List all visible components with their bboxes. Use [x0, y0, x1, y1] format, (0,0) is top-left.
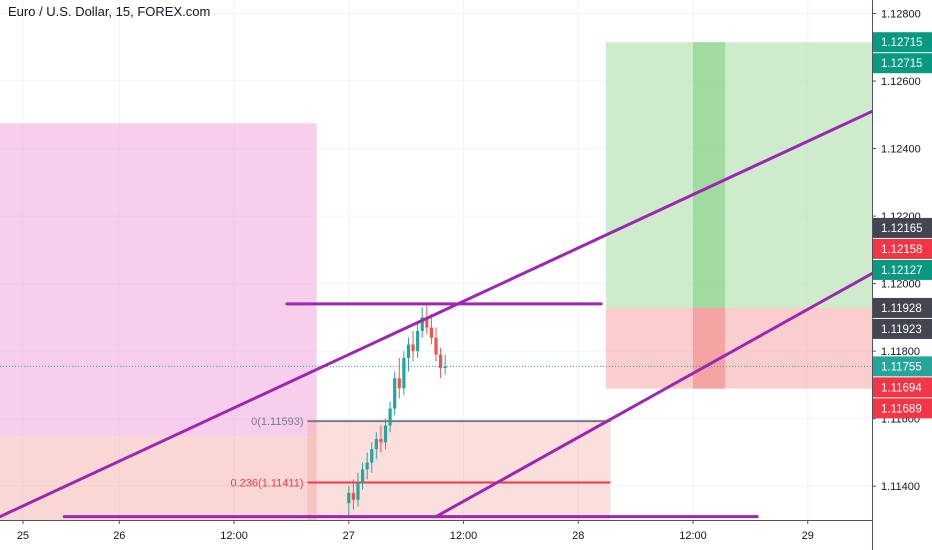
- fib-level-label: 0.236(1.11411): [231, 478, 304, 490]
- candle: [393, 378, 397, 409]
- candle: [365, 462, 369, 470]
- candle: [434, 337, 438, 355]
- candle: [383, 425, 388, 443]
- price-badge: [873, 356, 932, 377]
- price-badge-label: 1.11689: [881, 403, 922, 415]
- x-tick-label: 12:00: [220, 530, 248, 542]
- candle: [411, 344, 415, 352]
- candle: [370, 449, 374, 463]
- time-axis[interactable]: [0, 520, 872, 550]
- trend-lines: [0, 109, 874, 519]
- price-badge: [873, 297, 932, 318]
- price-badge: [873, 318, 932, 339]
- price-badge-label: 1.11755: [881, 361, 922, 373]
- candle: [356, 482, 360, 500]
- x-tick-label: 26: [113, 530, 125, 542]
- y-tick-label: 1.12800: [881, 9, 921, 21]
- price-badge: [873, 32, 932, 53]
- drawn-rectangle[interactable]: [605, 42, 872, 308]
- candle: [429, 327, 434, 338]
- x-tick-label: 12:00: [450, 530, 478, 542]
- price-badge-label: 1.11923: [881, 324, 922, 336]
- candles: [347, 303, 447, 517]
- trend-line[interactable]: [434, 272, 874, 519]
- chart-title: Euro / U.S. Dollar, 15, FOREX.com: [8, 4, 211, 19]
- price-badge-label: 1.11928: [881, 303, 922, 315]
- price-badge-label: 1.12158: [881, 244, 923, 256]
- candle: [379, 438, 383, 443]
- x-tick-label: 25: [17, 530, 29, 542]
- x-tick-label: 29: [802, 530, 814, 542]
- candle: [351, 492, 355, 500]
- price-badge-label: 1.12127: [881, 265, 923, 277]
- candle: [438, 354, 443, 369]
- candle: [420, 317, 424, 331]
- price-badge: [873, 217, 932, 238]
- price-badge: [873, 259, 932, 280]
- price-badge: [873, 238, 932, 259]
- price-badge-label: 1.12165: [881, 223, 923, 235]
- drawn-rectangle[interactable]: [0, 436, 317, 520]
- candle: [374, 438, 378, 450]
- price-badge-label: 1.12715: [881, 37, 923, 49]
- price-badge: [873, 53, 932, 74]
- x-tick-label: 27: [343, 530, 355, 542]
- price-badges: 1.12715 1.12715 1.12165 1.12158 1.12127 1.119…: [873, 32, 932, 419]
- candle: [416, 330, 420, 352]
- candle: [397, 378, 401, 389]
- x-tick-label: 28: [572, 530, 584, 542]
- y-tick-label: 1.11400: [881, 481, 920, 493]
- x-tick-label: 12:00: [679, 530, 707, 542]
- y-tick-label: 1.12600: [881, 76, 921, 88]
- candle: [388, 408, 392, 426]
- y-tick-label: 1.12400: [881, 144, 921, 156]
- fib-level-label: 0(1.11593): [251, 416, 303, 428]
- candle: [443, 366, 447, 369]
- y-tick-label: 1.11800: [881, 346, 920, 358]
- drawn-rectangles: [0, 42, 872, 520]
- candle: [402, 357, 406, 389]
- y-tick-label: 1.12000: [881, 279, 921, 291]
- price-badge-label: 1.12715: [881, 58, 923, 70]
- candle: [406, 344, 411, 358]
- candle: [360, 469, 365, 483]
- price-badge: [873, 398, 932, 419]
- price-badge-label: 1.11694: [881, 382, 922, 394]
- drawn-rectangle[interactable]: [693, 307, 726, 389]
- price-badge: [873, 377, 932, 398]
- trend-line[interactable]: [0, 109, 874, 519]
- drawn-rectangle[interactable]: [693, 42, 726, 308]
- candle: [347, 492, 351, 504]
- drawn-rectangle[interactable]: [0, 123, 317, 437]
- candle: [425, 317, 429, 328]
